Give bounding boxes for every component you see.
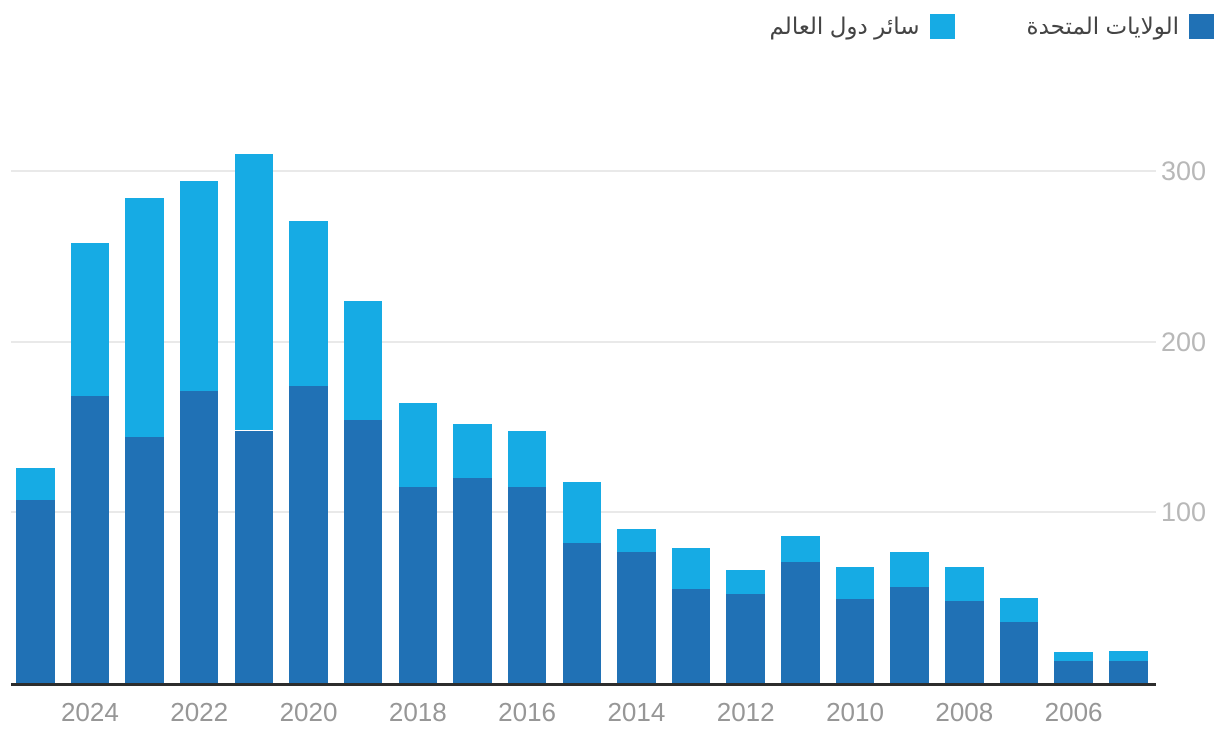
bar-segment-us-2008[interactable] [945,601,984,683]
x-axis-tick-label-2016: 2016 [498,697,557,727]
bar-segment-row-2022[interactable] [179,181,219,392]
x-axis-tick-label-2024: 2024 [60,697,119,727]
bar-segment-us-2016[interactable] [507,486,547,683]
gridline-200 [11,340,1156,343]
x-axis-tick-label-2018: 2018 [388,697,447,727]
bar-segment-row-2005[interactable] [1109,650,1148,661]
chart-legend: الولايات المتحدة سائر دول العالم [770,13,1214,40]
legend-item-rest-of-world: سائر دول العالم [770,13,955,40]
x-axis-tick-label-2014: 2014 [607,697,666,727]
y-axis-tick-label: 300 [1160,156,1206,187]
bar-segment-us-2017[interactable] [453,478,492,683]
x-axis-tick-label-2008: 2008 [935,697,994,727]
bar-segment-us-2011[interactable] [781,561,820,683]
legend-swatch-rest-of-world [929,14,955,39]
x-axis-tick-label-2022: 2022 [170,697,229,727]
bar-segment-us-2005[interactable] [1109,660,1148,683]
x-axis-line [11,683,1156,686]
bar-segment-row-2007[interactable] [999,597,1039,622]
bar-segment-us-2014[interactable] [617,551,656,683]
bar-segment-row-2010[interactable] [835,566,875,600]
legend-label-united-states: الولايات المتحدة [1026,13,1179,39]
bar-segment-row-2019[interactable] [343,300,383,421]
bar-segment-us-2015[interactable] [562,543,601,683]
bar-segment-row-2012[interactable] [726,570,765,595]
gridline-300 [11,170,1156,173]
bar-segment-us-2022[interactable] [179,391,219,683]
bar-segment-us-2024[interactable] [70,396,110,683]
bar-segment-us-2020[interactable] [289,386,328,683]
bar-segment-row-2016[interactable] [507,430,547,487]
bar-segment-us-2009[interactable] [890,587,929,683]
bar-segment-us-2018[interactable] [398,486,438,683]
bar-segment-row-2021[interactable] [234,154,274,431]
bar-segment-row-2020[interactable] [289,220,328,387]
bar-segment-us-2006[interactable] [1054,660,1093,683]
bar-segment-us-2013[interactable] [671,589,711,683]
legend-label-rest-of-world: سائر دول العالم [769,13,920,39]
bar-segment-row-2008[interactable] [945,566,984,602]
y-axis-tick-label: 100 [1160,497,1206,528]
bar-segment-us-2025[interactable] [16,500,55,683]
bar-segment-us-2021[interactable] [234,430,274,683]
bar-segment-row-2025[interactable] [16,468,55,501]
x-axis-tick-label-2012: 2012 [716,697,775,727]
bar-segment-row-2017[interactable] [453,423,492,479]
x-axis-tick-label-2010: 2010 [826,697,884,727]
bar-segment-us-2010[interactable] [835,599,875,683]
legend-swatch-united-states [1189,14,1214,39]
bar-segment-row-2024[interactable] [70,242,110,397]
legend-item-united-states: الولايات المتحدة [1027,13,1214,40]
bar-segment-us-2019[interactable] [343,420,383,683]
bar-segment-us-2023[interactable] [125,437,164,683]
bar-segment-us-2007[interactable] [999,621,1039,683]
bar-segment-row-2023[interactable] [125,198,164,438]
bar-segment-row-2011[interactable] [781,536,820,562]
bar-segment-row-2006[interactable] [1054,652,1093,661]
bar-segment-us-2012[interactable] [726,594,765,683]
bar-segment-row-2013[interactable] [671,548,711,590]
x-axis-tick-label-2006: 2006 [1044,697,1103,727]
bar-segment-row-2018[interactable] [398,403,438,487]
bar-segment-row-2009[interactable] [890,551,929,588]
bar-segment-row-2015[interactable] [562,481,601,544]
bar-segment-row-2014[interactable] [617,529,656,552]
x-axis-tick-label-2020: 2020 [279,697,338,727]
y-axis-tick-label: 200 [1160,326,1206,357]
